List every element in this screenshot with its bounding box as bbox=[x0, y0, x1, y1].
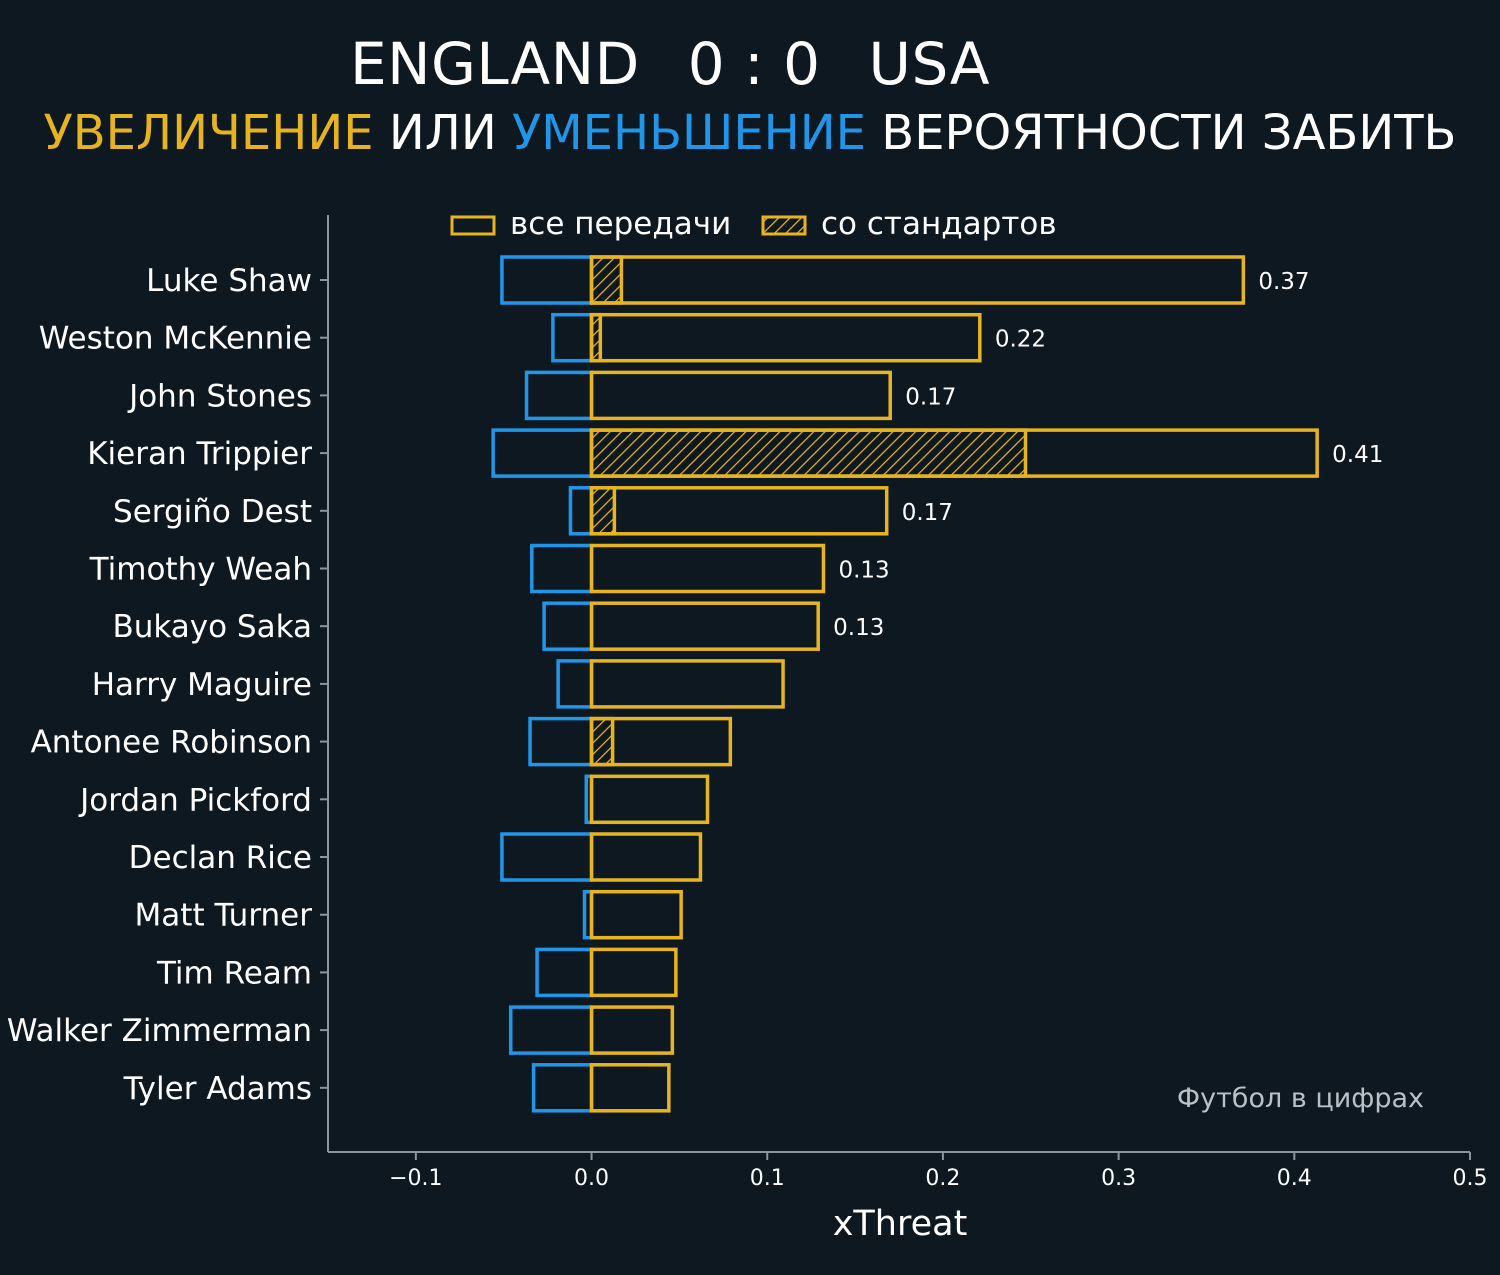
y-tick-label-declan-rice: Declan Rice bbox=[129, 840, 312, 876]
x-axis-label: xThreat bbox=[833, 1204, 968, 1244]
subtitle-decrease: УМЕНЬШЕНИЕ bbox=[512, 105, 866, 161]
bar-negative-tyler-adams bbox=[531, 1063, 594, 1113]
bar-negative-harry-maguire bbox=[556, 659, 594, 709]
chart-title: ENGLAND 0 : 0 USA bbox=[0, 30, 1340, 98]
bar-all-passes-luke-shaw bbox=[589, 255, 1246, 305]
bar-all-passes-declan-rice bbox=[589, 832, 703, 882]
y-tick-label-bukayo-saka: Bukayo Saka bbox=[112, 609, 312, 645]
value-label-kieran-trippier: 0.41 bbox=[1332, 442, 1383, 468]
x-tick-label: −0.1 bbox=[389, 1166, 442, 1191]
bar-all-passes-bukayo-saka bbox=[589, 601, 820, 651]
x-tick-label: 0.5 bbox=[1453, 1166, 1488, 1191]
value-label-sergi-o-dest: 0.17 bbox=[902, 500, 953, 526]
bar-negative-declan-rice bbox=[500, 832, 594, 882]
x-tick-label: 0.0 bbox=[574, 1166, 609, 1191]
y-tick-label-walker-zimmerman: Walker Zimmerman bbox=[7, 1013, 312, 1049]
value-label-weston-mckennie: 0.22 bbox=[995, 327, 1046, 353]
bar-all-passes-matt-turner bbox=[589, 889, 683, 940]
chart-subtitle: УВЕЛИЧЕНИЕ ИЛИ УМЕНЬШЕНИЕ ВЕРОЯТНОСТИ ЗА… bbox=[0, 105, 1500, 161]
y-tick-label-antonee-robinson: Antonee Robinson bbox=[31, 725, 312, 761]
bar-all-passes-walker-zimmerman bbox=[589, 1005, 675, 1055]
bar-set-pieces-antonee-robinson bbox=[589, 716, 615, 767]
subtitle-increase: УВЕЛИЧЕНИЕ bbox=[43, 105, 374, 161]
bar-negative-antonee-robinson bbox=[528, 716, 594, 767]
y-tick-label-matt-turner: Matt Turner bbox=[135, 898, 313, 934]
bar-negative-kieran-trippier bbox=[491, 428, 594, 478]
bar-all-passes-tyler-adams bbox=[589, 1063, 671, 1113]
bar-all-passes-jordan-pickford bbox=[589, 774, 710, 825]
value-label-john-stones: 0.17 bbox=[905, 384, 956, 410]
bar-negative-john-stones bbox=[524, 370, 594, 421]
y-tick-label-luke-shaw: Luke Shaw bbox=[146, 263, 312, 299]
legend-swatch-all-passes bbox=[450, 215, 496, 236]
x-tick-label: 0.4 bbox=[1277, 1166, 1312, 1191]
credit-text: Футбол в цифрах bbox=[1177, 1083, 1424, 1114]
legend-label-all-passes: все передачи bbox=[510, 206, 731, 242]
y-tick-label-tyler-adams: Tyler Adams bbox=[123, 1071, 312, 1107]
bar-all-passes-john-stones bbox=[589, 370, 892, 421]
y-tick-label-weston-mckennie: Weston McKennie bbox=[39, 321, 312, 357]
bar-negative-sergi-o-dest bbox=[568, 486, 594, 536]
value-label-luke-shaw: 0.37 bbox=[1258, 269, 1309, 295]
home-team: ENGLAND bbox=[349, 30, 640, 98]
bar-all-passes-kieran-trippier bbox=[589, 428, 1319, 478]
away-team: USA bbox=[868, 30, 991, 98]
bar-all-passes-antonee-robinson bbox=[589, 716, 733, 767]
bar-all-passes-tim-ream bbox=[589, 947, 678, 998]
axes: Luke Shaw Weston McKennie John Stones Kiera… bbox=[7, 215, 1488, 1191]
x-tick-label: 0.1 bbox=[750, 1166, 785, 1191]
y-tick-label-kieran-trippier: Kieran Trippier bbox=[87, 436, 312, 472]
bar-negative-walker-zimmerman bbox=[508, 1005, 594, 1055]
legend-swatch-set-pieces bbox=[761, 215, 807, 236]
bar-set-pieces-kieran-trippier bbox=[589, 428, 1028, 478]
x-tick-label: 0.2 bbox=[925, 1166, 960, 1191]
legend: все передачи со стандартов bbox=[450, 206, 1057, 242]
subtitle-rest: ВЕРОЯТНОСТИ ЗАБИТЬ bbox=[866, 105, 1457, 161]
y-tick-label-john-stones: John Stones bbox=[127, 378, 312, 414]
bar-negative-timothy-weah bbox=[530, 543, 594, 594]
x-tick-label: 0.3 bbox=[1101, 1166, 1136, 1191]
bar-set-pieces-luke-shaw bbox=[589, 255, 624, 305]
y-tick-label-harry-maguire: Harry Maguire bbox=[92, 667, 312, 703]
y-tick-label-jordan-pickford: Jordan Pickford bbox=[78, 782, 312, 818]
value-label-timothy-weah: 0.13 bbox=[838, 558, 889, 584]
bar-all-passes-timothy-weah bbox=[589, 543, 826, 594]
bar-all-passes-weston-mckennie bbox=[589, 312, 982, 363]
bar-negative-luke-shaw bbox=[500, 255, 594, 305]
score: 0 : 0 bbox=[687, 30, 821, 98]
y-tick-label-timothy-weah: Timothy Weah bbox=[89, 552, 312, 588]
bar-all-passes-sergi-o-dest bbox=[589, 486, 889, 536]
bar-set-pieces-sergi-o-dest bbox=[589, 486, 617, 536]
bar-negative-weston-mckennie bbox=[551, 312, 594, 363]
y-tick-label-tim-ream: Tim Ream bbox=[156, 955, 312, 991]
bar-all-passes-harry-maguire bbox=[589, 659, 785, 709]
legend-label-set-pieces: со стандартов bbox=[821, 206, 1057, 242]
value-label-bukayo-saka: 0.13 bbox=[833, 615, 884, 641]
bar-negative-tim-ream bbox=[535, 947, 594, 998]
y-tick-label-sergi-o-dest: Sergiño Dest bbox=[113, 494, 312, 530]
bars-layer: 0.37 0.22 0.17 0.41 0.17 0.13 0.13 bbox=[491, 255, 1383, 1113]
bar-negative-bukayo-saka bbox=[542, 601, 594, 651]
subtitle-or: ИЛИ bbox=[373, 105, 512, 161]
